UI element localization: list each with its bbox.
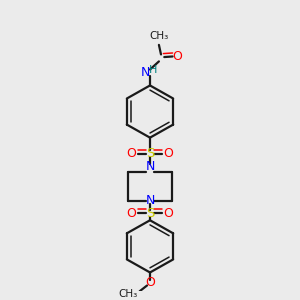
Text: O: O	[164, 147, 173, 160]
Text: O: O	[145, 276, 155, 289]
Text: S: S	[146, 206, 154, 220]
Text: N: N	[145, 160, 155, 173]
Text: CH₃: CH₃	[149, 31, 169, 40]
Text: N: N	[145, 194, 155, 207]
Text: CH₃: CH₃	[119, 289, 138, 299]
Text: O: O	[164, 206, 173, 220]
Text: S: S	[146, 147, 154, 160]
Text: O: O	[127, 147, 136, 160]
Text: H: H	[149, 65, 157, 75]
Text: O: O	[127, 206, 136, 220]
Text: O: O	[172, 50, 182, 63]
Text: N: N	[141, 66, 150, 79]
